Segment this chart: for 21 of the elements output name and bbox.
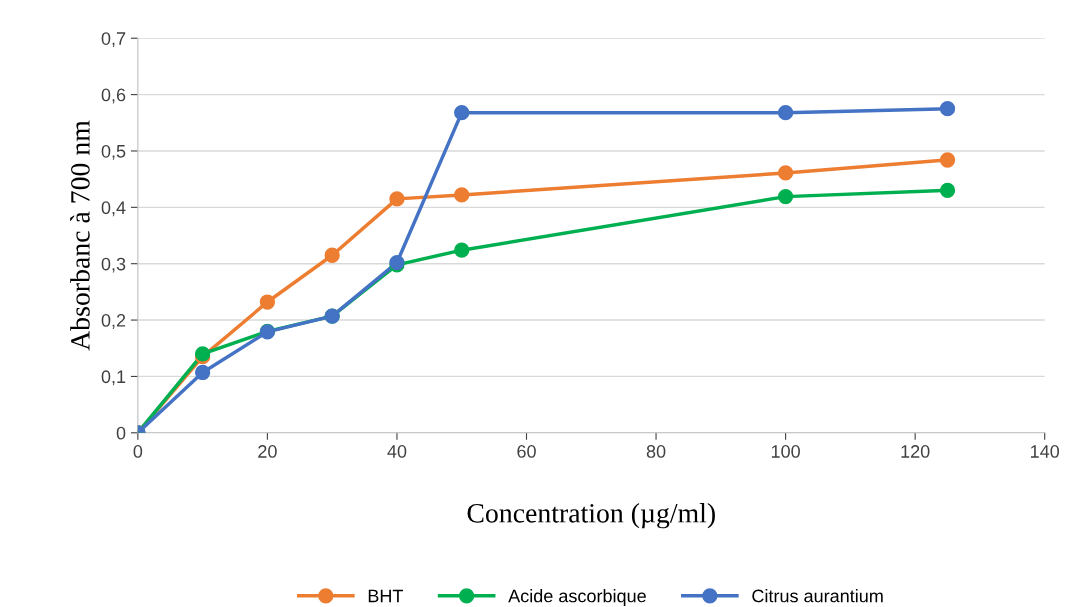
y-axis-title: Absorbanc à 700 nm <box>70 120 90 351</box>
x-tick-label: 20 <box>258 445 277 458</box>
y-tick-label: 0,4 <box>101 201 126 217</box>
x-tick-label: 40 <box>387 445 407 458</box>
y-tick-label: 0,3 <box>101 257 126 273</box>
legend-label: Citrus aurantium <box>752 589 883 603</box>
legend-label: Acide ascorbique <box>508 589 646 606</box>
x-tick-label: 100 <box>771 445 800 458</box>
y-tick-label: 0 <box>116 426 126 440</box>
x-tick-label: 60 <box>517 445 536 458</box>
y-tick-label: 0,7 <box>101 32 126 48</box>
x-tick-label: 120 <box>901 445 930 458</box>
x-tick-label: 0 <box>133 445 143 458</box>
y-tick-label: 0,6 <box>101 88 126 104</box>
x-tick-label: 140 <box>1031 445 1060 458</box>
legend-label: BHT <box>368 589 404 603</box>
x-axis-title: Concentration (µg/ml) <box>467 503 715 529</box>
y-tick-label: 0,1 <box>101 370 126 386</box>
y-tick-label: 0,5 <box>101 144 126 160</box>
x-tick-label: 80 <box>646 445 666 458</box>
y-tick-label: 0,2 <box>101 314 126 329</box>
